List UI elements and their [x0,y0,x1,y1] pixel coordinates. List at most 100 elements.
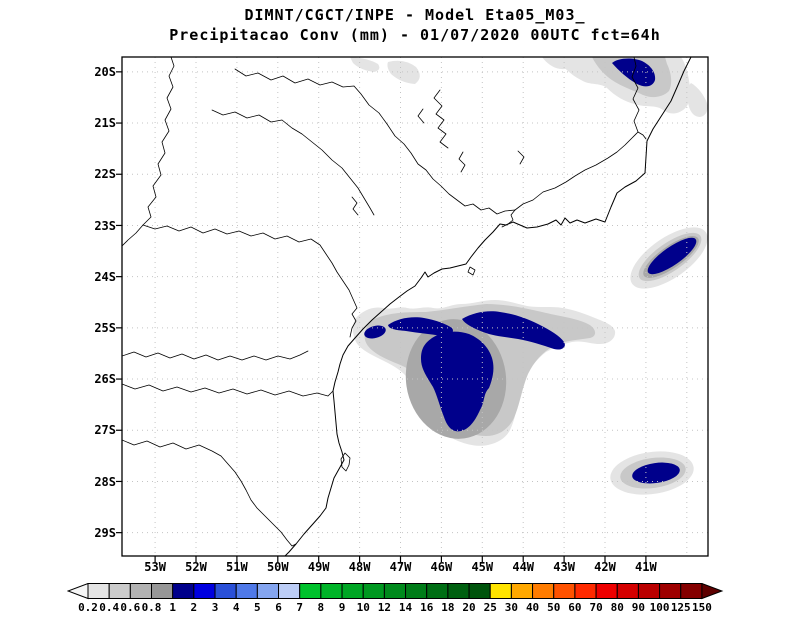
state-border-pr-sc [122,383,334,397]
tiete-river [211,109,375,216]
colorbar-tick-label: 20 [462,601,476,614]
colorbar-segment [532,583,555,599]
axis-ticks [116,71,647,562]
lon-label: 49W [307,560,330,574]
colorbar-arrow-right [701,582,724,600]
paraiba-river [517,150,525,165]
colorbar-segment [616,583,639,599]
lon-label: 48W [348,560,371,574]
lon-label: 52W [185,560,207,574]
colorbar-segment [108,583,131,599]
state-border-sp-pr [142,224,358,338]
map-frame [121,56,709,557]
ilhabela-island [467,266,476,276]
colorbar-tick-label: 70 [589,601,603,614]
colorbar-segment [659,583,682,599]
graticule-grid [122,57,708,556]
reservoir-arm [458,151,466,173]
colorbar-segment [595,583,618,599]
colorbar-segment [680,583,703,599]
colorbar-segment [320,583,343,599]
colorbar-tick-label: 0.8 [141,601,162,614]
state-border-rj-mg [514,131,647,211]
precip-core-navy [388,317,453,337]
precip-core-navy [632,462,680,484]
lat-label: 29S [94,525,116,540]
lat-label: 24S [94,269,116,284]
precip-area-light [687,83,708,117]
lon-label: 44W [512,560,535,574]
colorbar-segment [489,583,512,599]
colorbar-segment [193,583,216,599]
colorbar-tick-label: 18 [441,601,455,614]
colorbar-segment [447,583,470,599]
colorbar-tick-label: 5 [254,601,261,614]
colorbar-segment [637,583,661,599]
colorbar-segment [426,583,449,599]
precipitation-colorbar: 0.2 0.4 0.6 0.8 1 2 3 4 5 6 7 8 9 10 12 14 16 18 20 25 30 40 5… [66,582,747,617]
precip-core-navy [421,331,494,432]
lat-label: 20S [94,65,116,79]
lat-label: 26S [94,372,116,387]
latitude-axis: 20S 21S 22S 23S 24S 25S 26S 27S 28S 29S [82,0,116,618]
colorbar-segment [256,583,280,599]
colorbar-tick-label: 2 [190,601,198,614]
iguacu-river [122,350,309,361]
lat-label: 22S [94,167,116,182]
colorbar-tick-label: 1 [169,601,176,614]
precip-layer-navy [364,58,697,484]
parana-river-state-border [122,57,175,247]
precip-area-light [350,57,380,72]
colorbar-tick-label: 12 [377,601,391,614]
colorbar-segment [299,583,322,599]
colorbar-segment [341,583,364,599]
colorbar-tick-label: 0.2 [78,601,98,614]
precip-area-light [387,60,420,84]
colorbar-tick-label: 40 [525,601,540,614]
lon-label: 47W [389,560,412,574]
colorbar-tick-labels: 0.2 0.4 0.6 0.8 1 2 3 4 5 6 7 8 9 10 12 14 16 18 20 25 30 40 5… [67,601,747,615]
furnas-reservoir [433,89,449,149]
florianopolis-island [340,452,351,472]
colorbar-tick-label: 7 [296,601,303,614]
colorbar-tick-label: 0.6 [120,601,141,614]
lon-label: 51W [226,560,248,574]
page-title-line2: Precipitacao Conv (mm) - 01/07/2020 00UT… [169,26,661,44]
geography-layer [122,57,692,556]
colorbar-tick-label: 30 [504,601,519,614]
precip-core-navy [364,325,386,339]
colorbar-tick-label: 0.4 [99,601,120,614]
colorbar-segment [172,583,195,599]
colorbar-segment [574,583,597,599]
colorbar-tick-label: 4 [232,601,240,614]
colorbar-tick-label: 16 [420,601,434,614]
colorbar-arrow-left [66,582,89,600]
state-border-mg-sp [234,68,516,215]
precipitation-map [116,56,709,562]
lon-label: 41W [635,560,657,574]
colorbar-tick-label: 80 [610,601,624,614]
colorbar-segment [510,583,534,599]
colorbar-segment [235,583,258,599]
colorbar-scale [66,582,724,600]
colorbar-segment [214,583,237,599]
lat-label: 27S [94,423,116,438]
state-border-sc-rs [122,439,297,547]
colorbar-tick-label: 150 [691,601,712,614]
lat-label: 21S [94,116,116,131]
colorbar-segment [151,583,174,599]
colorbar-segment [383,583,407,599]
colorbar-tick-label: 25 [483,601,497,614]
colorbar-segment [278,583,301,599]
colorbar-tick-label: 6 [275,601,282,614]
lon-label: 43W [553,560,575,574]
colorbar-tick-label: 9 [338,601,346,614]
lat-label: 25S [94,321,116,335]
lon-label: 46W [430,560,453,574]
precip-core-navy [462,311,565,350]
reservoir-arm [417,108,425,124]
colorbar-tick-label: 8 [317,601,325,614]
colorbar-segment [405,583,428,599]
